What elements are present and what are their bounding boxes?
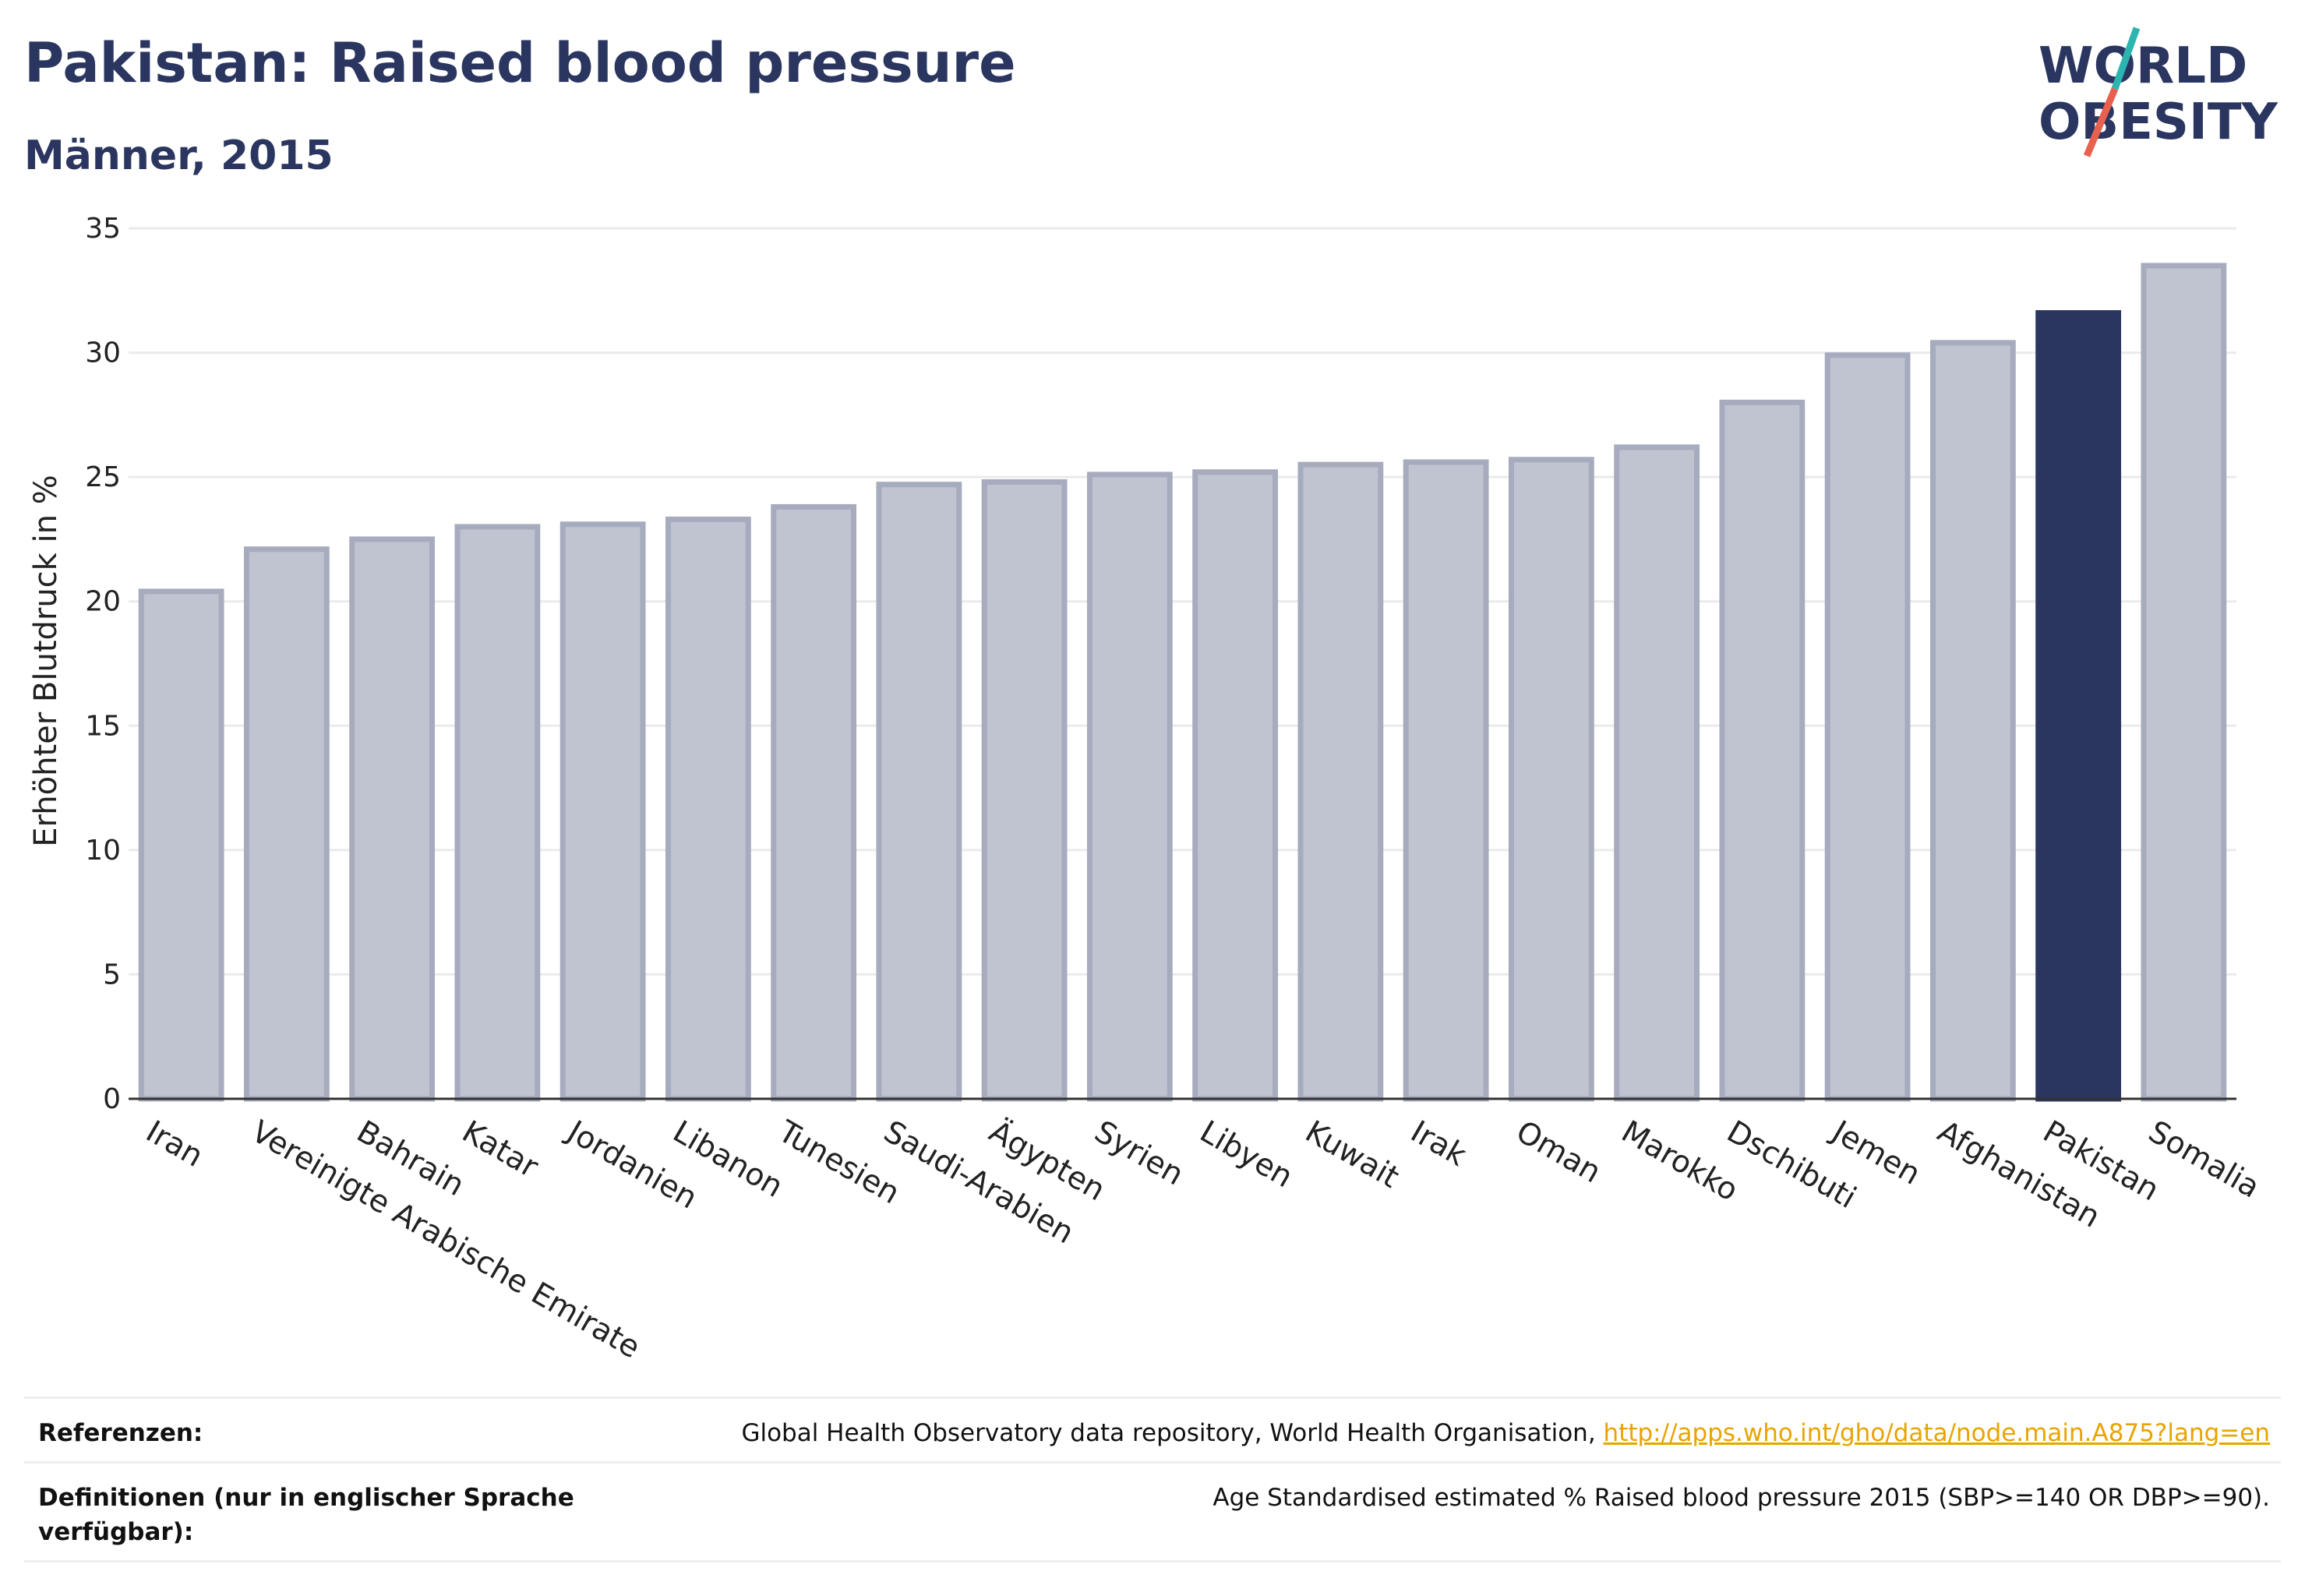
bar-katar <box>457 527 538 1099</box>
x-tick-label: Libyen <box>1194 1114 1298 1195</box>
x-tick-label: Somalia <box>2142 1114 2265 1206</box>
bar-syrien <box>1089 475 1170 1099</box>
definitions-value: Age Standardised estimated % Raised bloo… <box>1213 1481 2270 1515</box>
bar-vereinigte-arabische-emirate <box>246 549 327 1099</box>
bar-dschibuti <box>1722 402 1802 1099</box>
bar-bahrain <box>352 539 432 1099</box>
x-tick-label: Iran <box>140 1114 209 1174</box>
bar-iran <box>141 591 221 1099</box>
x-tick-label: Oman <box>1510 1114 1607 1191</box>
references-link[interactable]: http://apps.who.int/gho/data/node.main.A… <box>1604 1419 2270 1447</box>
bar-marokko <box>1617 447 1697 1099</box>
definitions-row: Definitionen (nur in englischer Sprache … <box>24 1461 2281 1562</box>
bar-irak <box>1406 462 1486 1099</box>
footer: Referenzen: Global Health Observatory da… <box>24 1396 2281 1562</box>
bar-tunesien <box>774 507 854 1099</box>
y-tick-label: 35 <box>85 213 121 245</box>
gridlines <box>129 228 2236 974</box>
bar-jordanien <box>563 524 643 1099</box>
x-tick-label: Tunesien <box>771 1114 905 1211</box>
y-tick-label: 20 <box>85 586 121 618</box>
references-row: Referenzen: Global Health Observatory da… <box>24 1396 2281 1461</box>
x-tick-label: Irak <box>1405 1114 1473 1174</box>
bar-afghanistan <box>1933 343 2013 1099</box>
bar-pakistan <box>2038 313 2119 1099</box>
bar-libanon <box>668 519 748 1099</box>
y-tick-label: 30 <box>85 337 121 369</box>
y-tick-label: 25 <box>85 461 121 493</box>
x-axis-labels: Iran Vereinigte Arabische EmirateBahrainK… <box>140 1113 2265 1365</box>
y-tick-label: 10 <box>85 835 121 867</box>
references-text: Global Health Observatory data repositor… <box>741 1419 1603 1447</box>
y-axis-ticks: 0 5 10 15 20 25 30 35 <box>85 213 121 1115</box>
bar-oman <box>1511 460 1591 1099</box>
x-tick-label: Marokko <box>1615 1114 1744 1209</box>
x-tick-label: Katar <box>456 1114 544 1185</box>
definitions-label: Definitionen (nur in englischer Sprache … <box>38 1481 584 1549</box>
bar-libyen <box>1195 472 1276 1099</box>
bar-ägypten <box>984 482 1064 1099</box>
y-tick-label: 5 <box>103 959 121 990</box>
bar-jemen <box>1827 355 1908 1099</box>
bar-somalia <box>2144 266 2224 1099</box>
y-axis-title: Erhöhter Blutdruck in % <box>28 475 64 846</box>
bar-saudi-arabien <box>879 485 959 1099</box>
bar-chart: 0 5 10 15 20 25 30 35 Iran Vereinigte Arabische … <box>0 0 2305 1387</box>
references-label: Referenzen: <box>38 1416 584 1450</box>
references-value: Global Health Observatory data repositor… <box>741 1416 2270 1450</box>
bar-kuwait <box>1301 464 1381 1099</box>
y-tick-label: 0 <box>103 1083 121 1115</box>
y-tick-label: 15 <box>85 710 121 742</box>
x-tick-label: Kuwait <box>1299 1114 1404 1195</box>
